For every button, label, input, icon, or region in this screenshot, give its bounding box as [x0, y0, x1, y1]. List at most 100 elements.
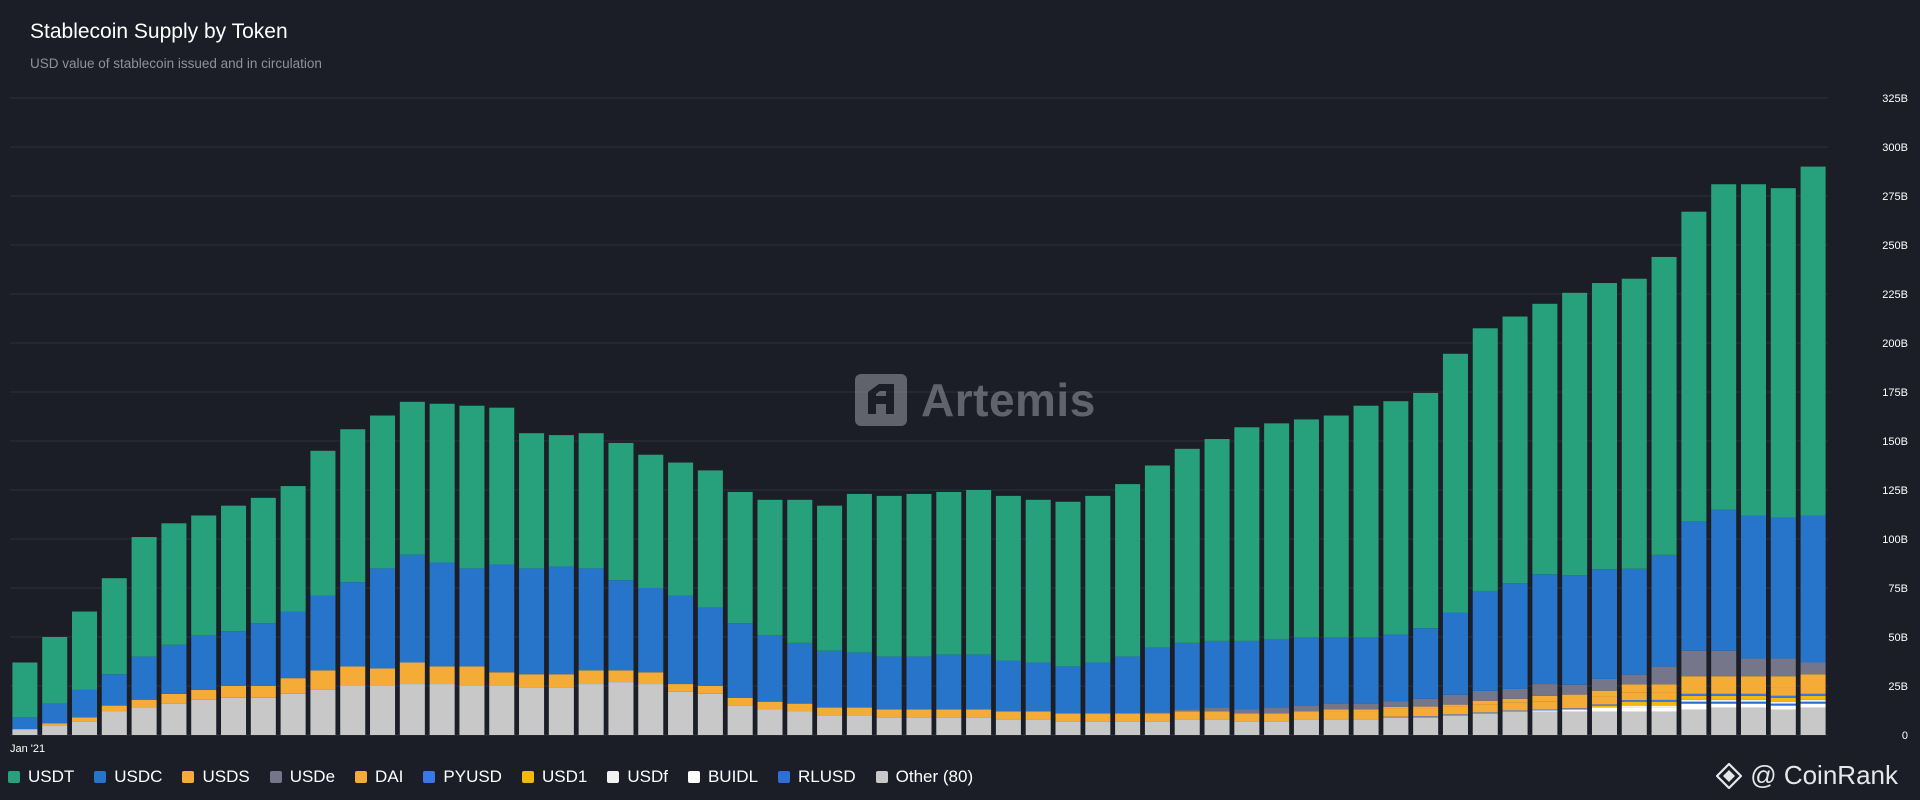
bar-segment-usdc[interactable] [638, 588, 664, 673]
bar-segment-pyusd[interactable] [1621, 700, 1647, 702]
bar-segment-usdt[interactable] [1115, 484, 1141, 657]
bar-segment-usdt[interactable] [1264, 423, 1290, 639]
bar-segment-usdt[interactable] [1651, 256, 1677, 555]
bar-segment-other-80[interactable] [1651, 711, 1677, 735]
bar-segment-dai[interactable] [1144, 713, 1170, 722]
bar-segment-usds[interactable] [1621, 684, 1647, 693]
bar-segment-pyusd[interactable] [1711, 693, 1737, 696]
bar-segment-usdt[interactable] [221, 505, 247, 632]
bar-segment-usdc[interactable] [459, 568, 485, 667]
bar-segment-other-80[interactable] [668, 691, 694, 735]
bar-segment-usdt[interactable] [1234, 427, 1260, 641]
bar-segment-pyusd[interactable] [1383, 716, 1409, 718]
bar-segment-usdc[interactable] [1711, 509, 1737, 651]
bar-segment-pyusd[interactable] [1591, 704, 1617, 706]
legend-item-pyusd[interactable]: PYUSD [423, 767, 502, 787]
bar-segment-usdc[interactable] [42, 703, 68, 724]
bar-segment-other-80[interactable] [459, 686, 485, 735]
bar-segment-usdt[interactable] [280, 486, 306, 612]
bar-segment-usde[interactable] [1621, 674, 1647, 685]
bar-segment-usdt[interactable] [757, 499, 783, 636]
bar-segment-usdt[interactable] [1323, 415, 1349, 637]
bar-segment-usdc[interactable] [1115, 656, 1141, 714]
bar-segment-usdt[interactable] [787, 499, 813, 643]
bar-segment-usd1[interactable] [1651, 701, 1677, 706]
bar-segment-usdt[interactable] [310, 450, 336, 596]
bar-segment-usdc[interactable] [1055, 666, 1081, 714]
bar-segment-other-80[interactable] [1800, 707, 1826, 735]
legend-item-usdf[interactable]: USDf [607, 767, 668, 787]
bar-segment-usdc[interactable] [787, 642, 813, 704]
bar-segment-usdt[interactable] [548, 435, 574, 567]
bar-segment-other-80[interactable] [1174, 719, 1200, 735]
bar-segment-usdc[interactable] [1383, 634, 1409, 702]
bar-segment-usdt[interactable] [42, 637, 68, 704]
bar-segment-dai[interactable] [429, 666, 455, 685]
bar-segment-buidl[interactable] [1562, 709, 1588, 712]
bar-segment-other-80[interactable] [1621, 711, 1647, 735]
bar-segment-usdf[interactable] [1800, 699, 1826, 702]
bar-segment-usdc[interactable] [1144, 647, 1170, 713]
bar-segment-other-80[interactable] [638, 684, 664, 735]
bar-segment-usdt[interactable] [817, 505, 843, 651]
bar-segment-other-80[interactable] [71, 721, 98, 735]
bar-segment-usdt[interactable] [161, 523, 187, 645]
bar-segment-usde[interactable] [1174, 709, 1200, 712]
bar-segment-usdt[interactable] [131, 537, 157, 657]
bar-segment-usdf[interactable] [1740, 699, 1766, 702]
bar-segment-usdt[interactable] [459, 405, 485, 569]
bar-segment-pyusd[interactable] [1472, 712, 1498, 714]
bar-segment-usdt[interactable] [1353, 405, 1379, 637]
bar-segment-other-80[interactable] [1383, 717, 1409, 735]
bar-segment-usdt[interactable] [12, 662, 38, 718]
bar-segment-usdc[interactable] [370, 568, 396, 669]
bar-segment-usde[interactable] [1651, 666, 1677, 685]
bar-segment-other-80[interactable] [191, 699, 217, 735]
bar-segment-usdt[interactable] [1144, 465, 1170, 648]
bar-segment-dai[interactable] [1591, 696, 1617, 705]
bar-segment-usdc[interactable] [1085, 662, 1111, 714]
bar-segment-dai[interactable] [668, 684, 694, 692]
bar-segment-dai[interactable] [221, 686, 247, 698]
bar-segment-usde[interactable] [1681, 650, 1707, 677]
bar-segment-usds[interactable] [1472, 700, 1498, 705]
bar-segment-dai[interactable] [161, 693, 187, 704]
bar-segment-other-80[interactable] [1740, 707, 1766, 735]
bar-segment-usdc[interactable] [966, 654, 992, 710]
bar-segment-usdc[interactable] [280, 611, 306, 679]
bar-segment-dai[interactable] [101, 705, 127, 712]
bar-segment-dai[interactable] [1502, 702, 1528, 711]
bar-segment-usdc[interactable] [1472, 590, 1498, 691]
bar-segment-usdt[interactable] [1413, 392, 1439, 629]
bar-segment-usdt[interactable] [578, 433, 604, 569]
bar-segment-usds[interactable] [1711, 676, 1737, 686]
bar-segment-usdt[interactable] [876, 495, 902, 657]
bar-segment-buidl[interactable] [1800, 703, 1826, 708]
bar-segment-buidl[interactable] [1651, 707, 1677, 712]
bar-segment-usdc[interactable] [1413, 628, 1439, 699]
bar-segment-usde[interactable] [1711, 650, 1737, 677]
bar-segment-usde[interactable] [1532, 684, 1558, 696]
bar-segment-dai[interactable] [787, 703, 813, 712]
bar-segment-usdc[interactable] [668, 595, 694, 685]
bar-segment-usdc[interactable] [191, 635, 217, 690]
bar-segment-dai[interactable] [727, 697, 753, 706]
bar-segment-dai[interactable] [250, 686, 276, 698]
bar-segment-usdt[interactable] [1591, 283, 1617, 570]
bar-segment-usdc[interactable] [1025, 662, 1051, 712]
bar-segment-usdc[interactable] [1800, 515, 1826, 663]
bar-segment-usdc[interactable] [727, 623, 753, 698]
bar-segment-dai[interactable] [1204, 711, 1230, 720]
bar-segment-pyusd[interactable] [1800, 693, 1826, 696]
bar-segment-usdt[interactable] [1800, 166, 1826, 516]
bar-segment-usdc[interactable] [1264, 638, 1290, 708]
bar-segment-other-80[interactable] [1323, 719, 1349, 735]
bar-segment-dai[interactable] [1293, 711, 1319, 720]
bar-segment-dai[interactable] [876, 709, 902, 718]
bar-segment-usdc[interactable] [1293, 637, 1319, 706]
bar-segment-usdt[interactable] [936, 491, 962, 655]
bar-segment-other-80[interactable] [280, 693, 306, 735]
bar-segment-other-80[interactable] [399, 684, 425, 735]
bar-segment-usd1[interactable] [1740, 695, 1766, 700]
bar-segment-usdt[interactable] [429, 403, 455, 563]
